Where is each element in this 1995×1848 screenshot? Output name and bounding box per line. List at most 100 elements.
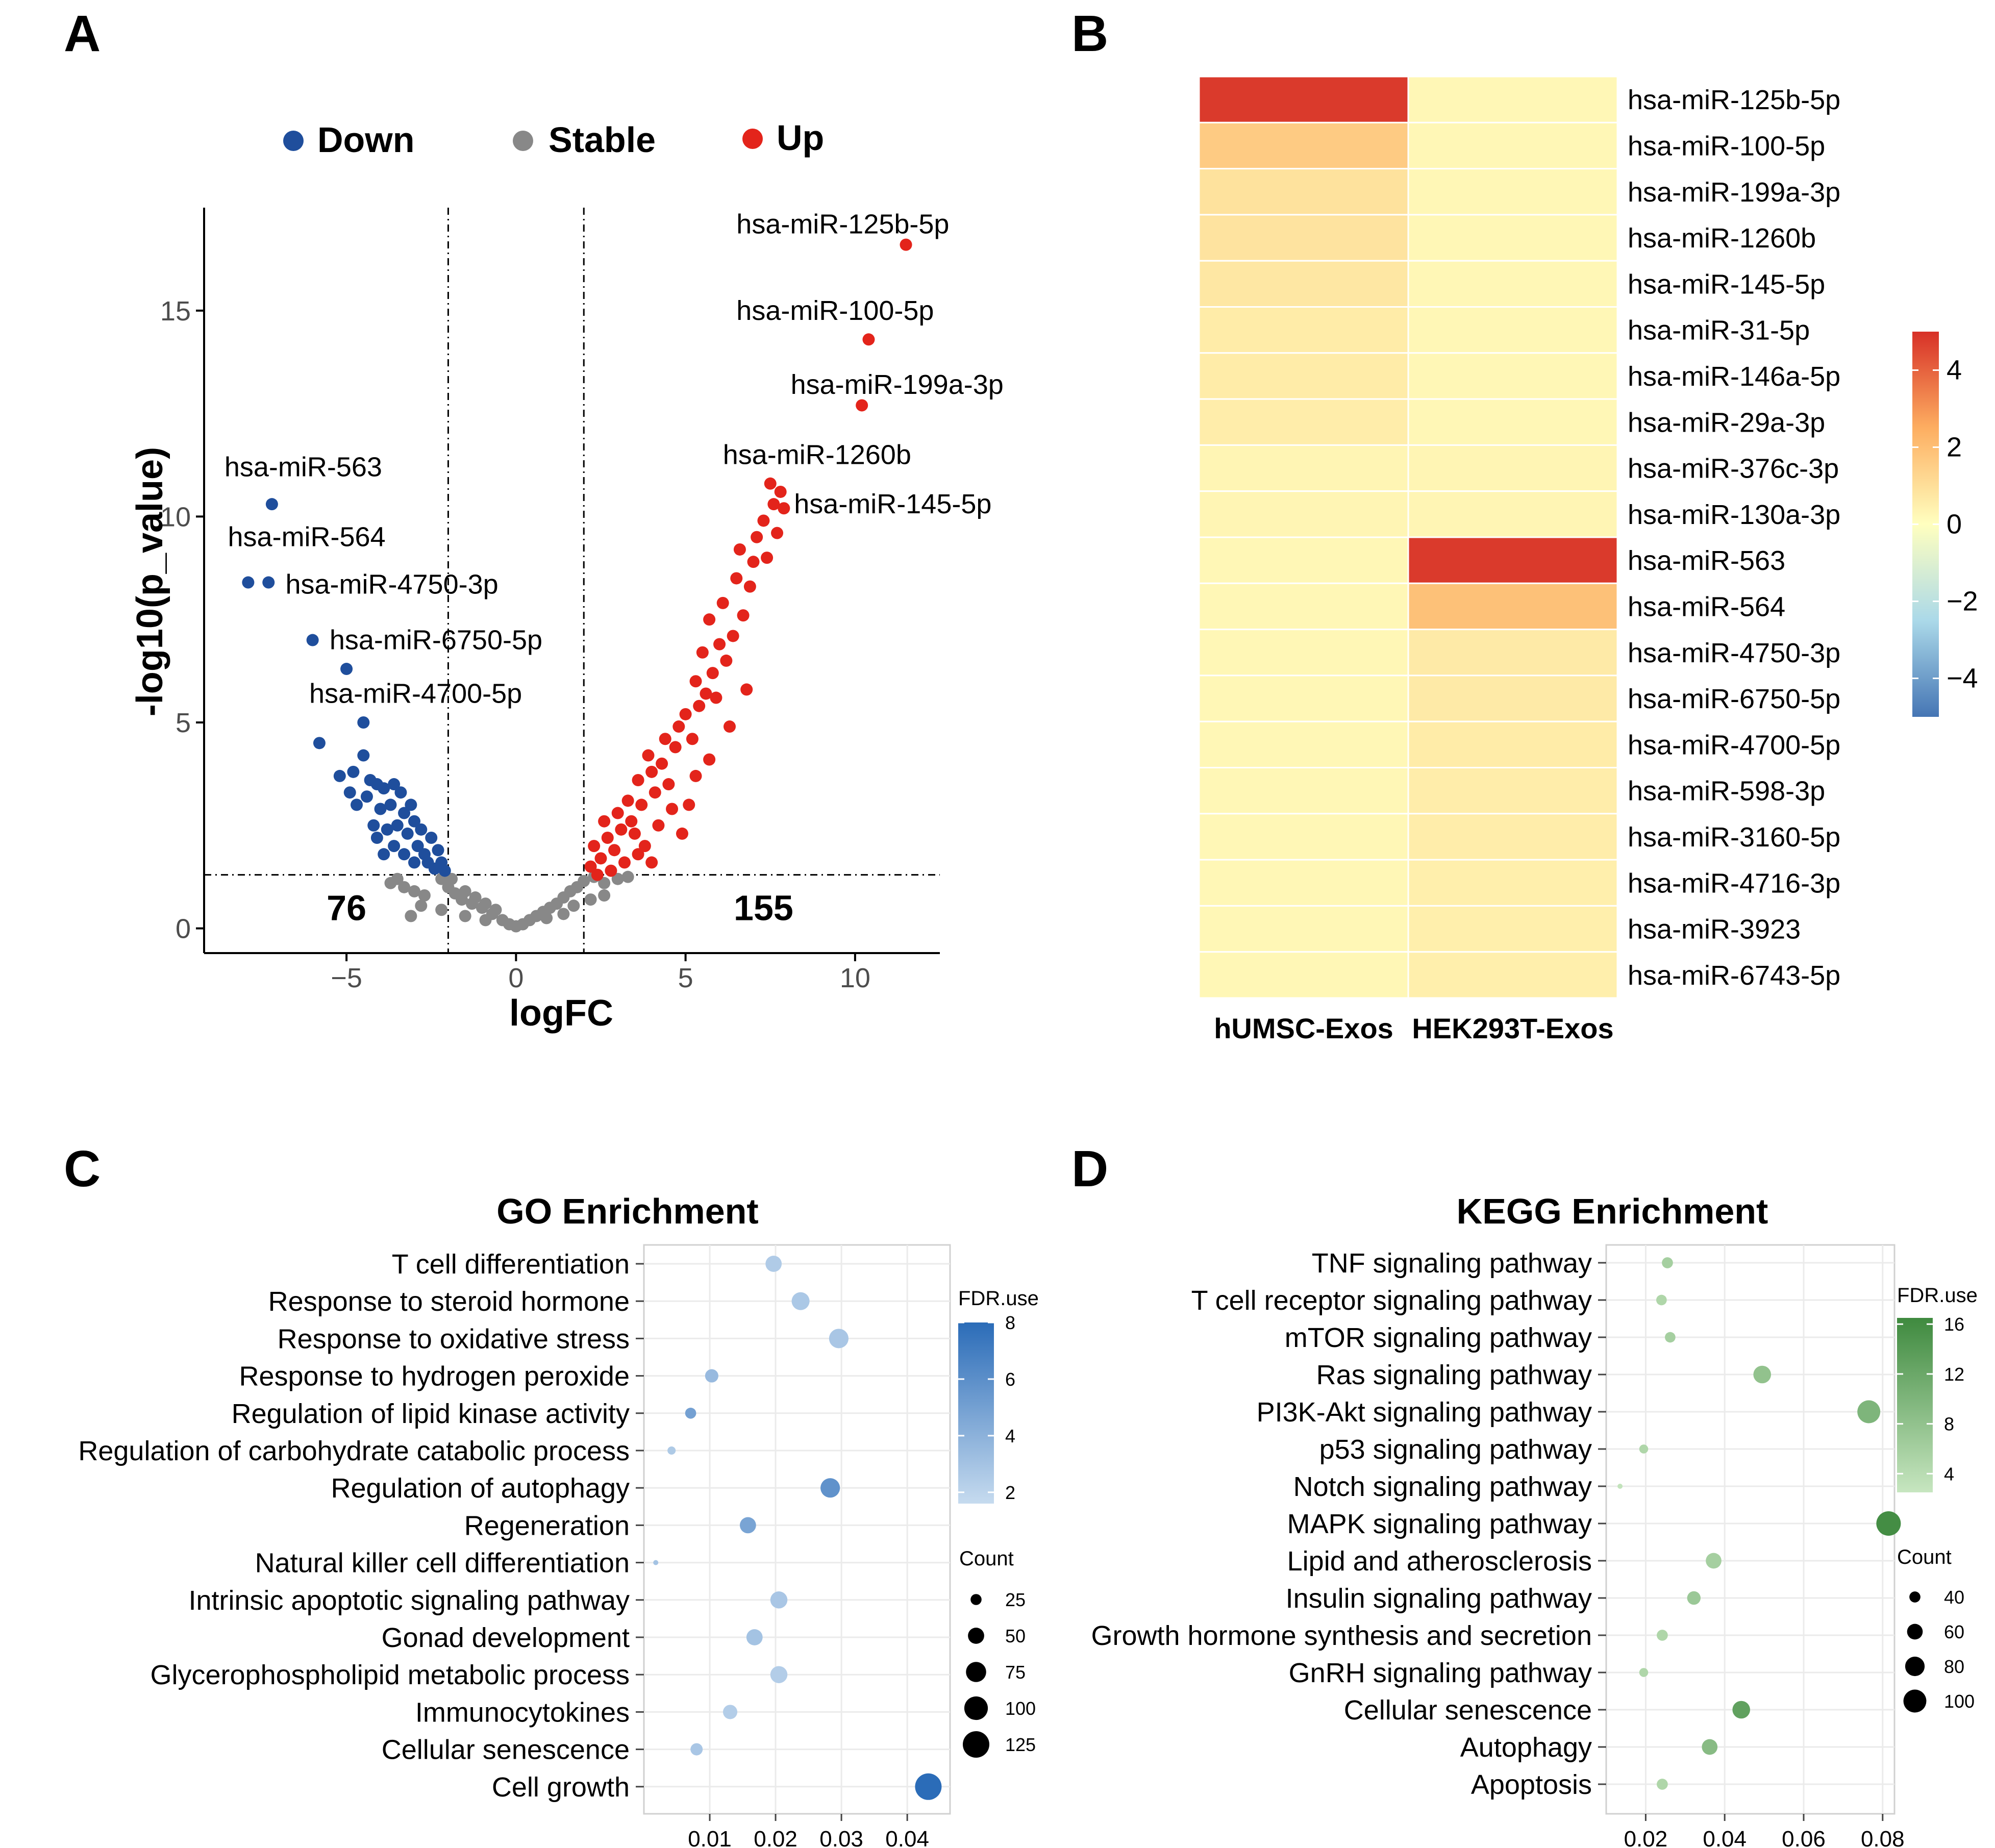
x-tick-label: 0: [508, 963, 523, 993]
heatmap-row-label: hsa-miR-3160-5p: [1628, 822, 1840, 853]
heatmap-row-label: hsa-miR-6743-5p: [1628, 960, 1840, 991]
down-point: [398, 807, 411, 819]
heatmap-cells: [1198, 76, 1618, 999]
y-tick-label: 0: [176, 914, 191, 944]
kegg-fdr-colorbar: [1897, 1318, 1933, 1492]
count-legend-marker: [970, 1594, 982, 1605]
up-point: [710, 691, 722, 704]
go-plot-area: [643, 1244, 951, 1815]
term-label: Notch signaling pathway: [1293, 1471, 1592, 1502]
heatmap-cell: [1407, 720, 1618, 768]
down-point: [333, 769, 346, 782]
volcano-y-axis-label: -log10(p_value): [130, 447, 170, 716]
heatmap-row-label: hsa-miR-598-3p: [1628, 776, 1825, 807]
term-point: [690, 1743, 703, 1756]
heatmap-row-label: hsa-miR-376c-3p: [1628, 454, 1839, 484]
down-point: [388, 840, 401, 853]
term-point: [1687, 1591, 1701, 1605]
term-point: [1639, 1668, 1649, 1677]
term-point: [820, 1478, 840, 1498]
term-point: [765, 1256, 782, 1272]
heatmap-cell: [1407, 260, 1618, 308]
heatmap-cell: [1198, 121, 1409, 170]
count-label: 76: [327, 888, 366, 928]
up-point: [700, 687, 712, 700]
up-point: [733, 543, 746, 556]
x-tick-label: −5: [331, 963, 362, 993]
up-point: [716, 596, 729, 609]
heatmap-cell: [1407, 905, 1618, 953]
heatmap-row-label: hsa-miR-146a-5p: [1628, 361, 1840, 392]
heatmap-row-label: hsa-miR-29a-3p: [1628, 407, 1825, 438]
heatmap-cell: [1407, 675, 1618, 722]
point-label: hsa-miR-564: [228, 522, 386, 553]
labeled-point: [262, 576, 275, 589]
labeled-point: [306, 634, 319, 646]
legend-stable-marker: [513, 131, 533, 151]
fdr-tick-label: 6: [1005, 1369, 1015, 1390]
term-label: Cellular senescence: [1344, 1695, 1592, 1726]
point-label: hsa-miR-199a-3p: [791, 369, 1004, 400]
term-point: [1665, 1332, 1676, 1343]
term-label: Growth hormone synthesis and secretion: [1091, 1620, 1592, 1651]
stable-point: [489, 904, 502, 916]
colorbar-tick-label: 4: [1947, 355, 1962, 386]
heatmap-row-label: hsa-miR-6750-5p: [1628, 684, 1840, 714]
term-label: PI3K-Akt signaling pathway: [1257, 1397, 1592, 1428]
up-point: [676, 827, 688, 840]
legend-up-label: Up: [777, 118, 824, 158]
stable-point: [479, 914, 492, 927]
kegg-title: KEGG Enrichment: [1457, 1191, 1768, 1231]
term-point: [1662, 1257, 1673, 1268]
heatmap-cell: [1407, 352, 1618, 400]
fdr-tick-label: 8: [1005, 1312, 1015, 1333]
stable-point: [391, 872, 404, 885]
up-point: [584, 860, 597, 873]
count-labels: 76 155: [327, 888, 793, 928]
term-point: [1753, 1365, 1772, 1384]
heatmap-cell: [1198, 76, 1409, 123]
term-label: Response to hydrogen peroxide: [239, 1361, 630, 1392]
down-point: [357, 716, 370, 729]
heatmap-cell: [1407, 121, 1618, 170]
down-point: [398, 848, 411, 861]
heatmap-column-label: HEK293T-Exos: [1412, 1012, 1613, 1044]
y-axis-ticks: 0 5 10 15: [160, 296, 204, 944]
point-label: hsa-miR-563: [225, 452, 382, 483]
y-tick-label: 5: [176, 708, 191, 738]
heatmap-cell: [1407, 168, 1618, 216]
heatmap-row-label: hsa-miR-1260b: [1628, 223, 1816, 254]
down-point: [394, 786, 407, 799]
labeled-point: [862, 333, 875, 346]
heatmap-cell: [1407, 306, 1618, 354]
heatmap-cell: [1198, 582, 1409, 631]
labeled-point: [856, 399, 868, 412]
heatmap-cell: [1198, 720, 1409, 768]
stable-point: [435, 904, 448, 916]
down-point: [351, 798, 363, 811]
stable-point: [611, 872, 624, 885]
panel-letter-a: A: [64, 5, 101, 62]
term-point: [685, 1408, 696, 1419]
count-label: 155: [734, 888, 793, 928]
up-point: [771, 527, 784, 539]
heatmap-cell: [1198, 813, 1409, 861]
point-label: hsa-miR-4750-3p: [285, 569, 498, 600]
up-point: [638, 840, 651, 853]
labeled-point: [340, 663, 353, 676]
heatmap-cell: [1407, 813, 1618, 861]
down-point: [388, 778, 401, 791]
heatmap-cell: [1407, 214, 1618, 262]
up-point: [693, 700, 706, 712]
colorbar-tick-label: −2: [1947, 586, 1978, 617]
term-point: [1706, 1553, 1722, 1569]
volcano-x-axis-label: logFC: [509, 993, 613, 1034]
down-point: [384, 798, 397, 811]
point-label: hsa-miR-145-5p: [794, 489, 991, 519]
term-label: Gonad development: [382, 1622, 630, 1653]
down-point: [381, 823, 393, 836]
point-label: hsa-miR-4700-5p: [309, 678, 522, 709]
up-point: [669, 741, 682, 754]
up-point: [659, 733, 671, 745]
up-point: [611, 807, 624, 819]
